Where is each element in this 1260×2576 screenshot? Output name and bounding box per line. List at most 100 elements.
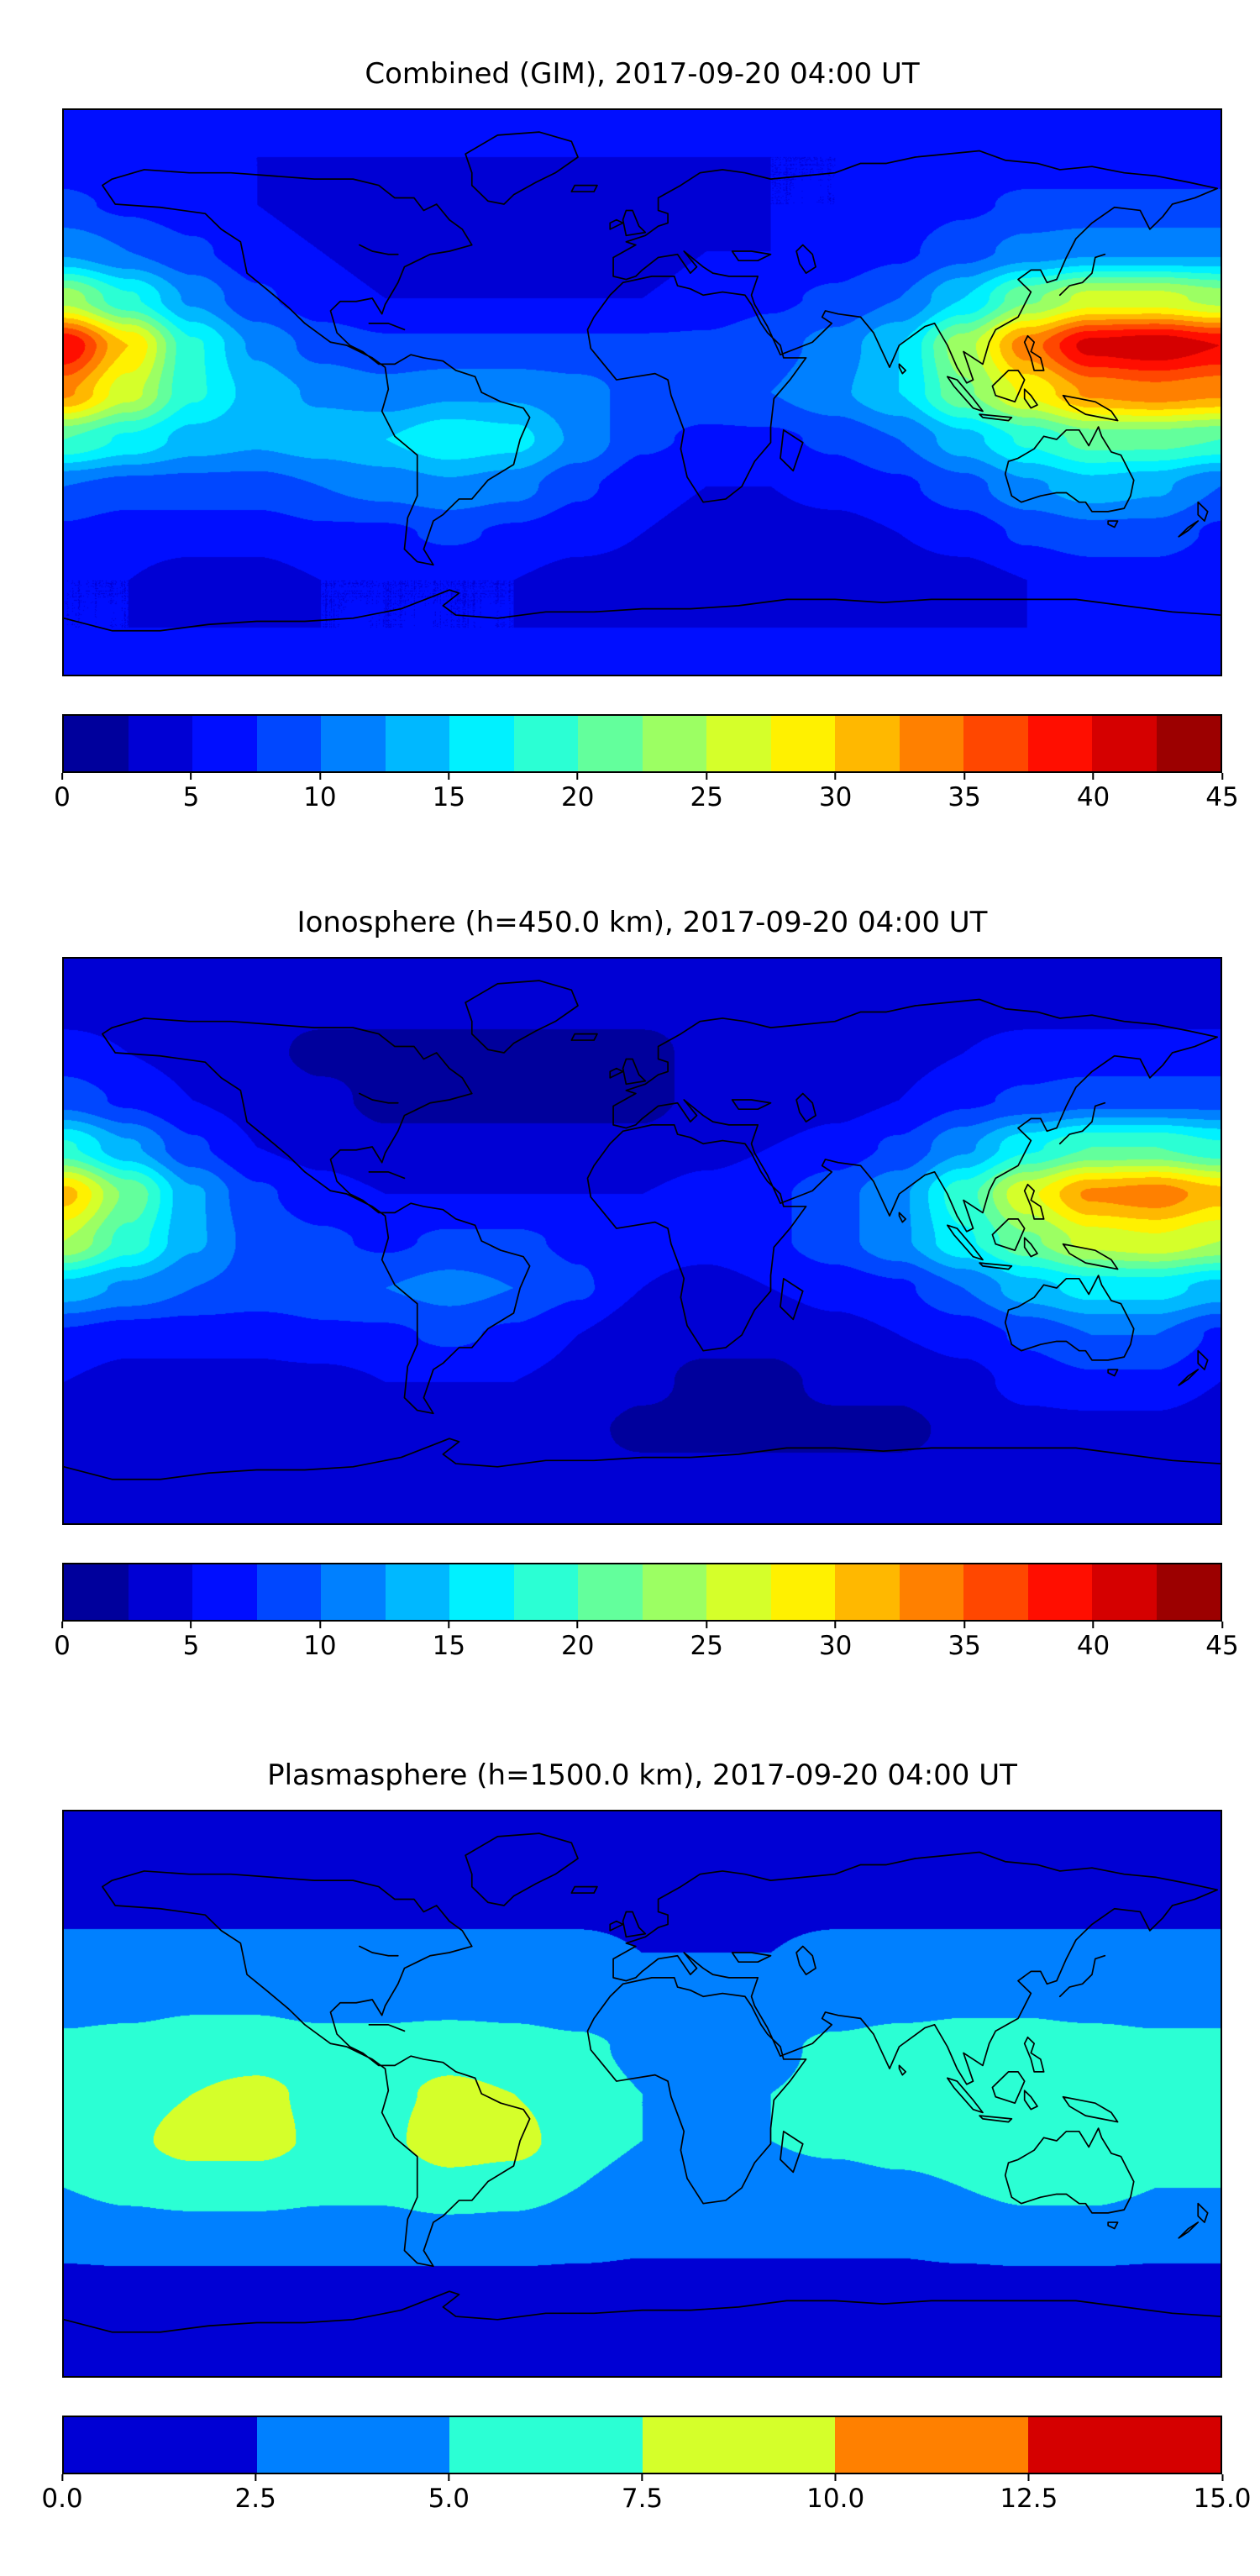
colorbar-tick-mark	[834, 773, 837, 780]
colorbar-tick-label: 5.0	[428, 2484, 470, 2514]
colorbar-tick-label: 30	[818, 1631, 853, 1661]
colorbar-tick: 40	[1077, 773, 1110, 815]
colorbar-tick-label: 0	[54, 782, 71, 812]
colorbar-tick-label: 0	[54, 1631, 71, 1661]
colorbar-tick: 0.0	[41, 2474, 83, 2516]
colorbar-segment	[513, 1564, 578, 1620]
panel-combined-gim: Combined (GIM), 2017-09-20 04:00 UT 0 5 10…	[0, 55, 1260, 820]
colorbar-tick-mark	[834, 2474, 837, 2481]
colorbar-segment	[963, 1564, 1028, 1620]
colorbar-segment	[642, 2417, 835, 2473]
colorbar-tick: 45	[1205, 773, 1239, 815]
colorbar-segment	[256, 716, 321, 771]
colorbar-tick-label: 5	[182, 782, 200, 812]
colorbar-tick-label: 12.5	[1000, 2484, 1058, 2514]
colorbar-tick-mark	[576, 1622, 579, 1628]
colorbar-tick-mark	[61, 2474, 63, 2481]
colorbar-tick: 15	[433, 773, 465, 815]
colorbar-segment	[835, 716, 900, 771]
colorbar-segment	[1027, 1564, 1092, 1620]
colorbar-tick: 5	[182, 773, 200, 815]
figure-root: { "figure": { "background_color": "#ffff…	[0, 55, 1260, 2576]
colorbar-tick-mark	[576, 773, 579, 780]
colorbar-tick-mark	[1092, 1622, 1095, 1628]
colorbar-segment	[578, 716, 643, 771]
colorbar-tick-mark	[318, 773, 321, 780]
colorbar-segment	[321, 1564, 386, 1620]
colorbar-tick: 15.0	[1193, 2474, 1252, 2516]
colorbar-ticks-3: 0.0 2.5 5.0 7.5 10.0 12.5 15.0	[41, 2474, 1252, 2521]
colorbar-tick: 45	[1205, 1622, 1239, 1664]
colorbar-tick-mark	[60, 1622, 63, 1628]
coastline-path-1	[64, 132, 1221, 631]
colorbar-tick-label: 20	[561, 782, 595, 812]
colorbar-tick: 0	[54, 1622, 71, 1664]
colorbar-tick-label: 45	[1205, 782, 1239, 812]
panel-title-ionosphere: Ionosphere (h=450.0 km), 2017-09-20 04:0…	[297, 906, 988, 939]
colorbar-tick-mark	[706, 1622, 708, 1628]
colorbar-tick: 7.5	[622, 2474, 663, 2516]
colorbar-ticks-2: 0 5 10 15 20 25 30 35 40 45	[54, 1622, 1239, 1669]
colorbar-tick-label: 10	[303, 1631, 337, 1661]
colorbar-segment	[64, 716, 129, 771]
panel-title-plasmasphere: Plasmasphere (h=1500.0 km), 2017-09-20 0…	[267, 1759, 1017, 1792]
colorbar-segment	[449, 1564, 514, 1620]
colorbar-tick-mark	[448, 1622, 450, 1628]
colorbar-segment	[1092, 1564, 1157, 1620]
colorbar-tick-label: 10.0	[806, 2484, 865, 2514]
colorbar-tick-label: 0.0	[41, 2484, 83, 2514]
colorbar-segment	[513, 716, 578, 771]
colorbar-tick: 15	[433, 1622, 465, 1664]
colorbar-tick-mark	[1027, 2474, 1030, 2481]
colorbar-ticks-1: 0 5 10 15 20 25 30 35 40 45	[54, 773, 1239, 820]
colorbar-tick-mark	[255, 2474, 257, 2481]
colorbar-tick-mark	[706, 773, 708, 780]
colorbar-tick-mark	[190, 1622, 192, 1628]
colorbar-tick-mark	[1221, 773, 1223, 780]
colorbar-segment	[706, 1564, 771, 1620]
colorbar-tick: 10	[303, 1622, 337, 1664]
colorbar-tick-mark	[448, 773, 450, 780]
coastline-path-2	[64, 980, 1221, 1480]
map-plasmasphere	[62, 1810, 1222, 2378]
colorbar-tick: 0	[54, 773, 71, 815]
colorbar-tick-label: 45	[1205, 1631, 1239, 1661]
colorbar-tick: 2.5	[235, 2474, 276, 2516]
colorbar-tick-mark	[1092, 773, 1095, 780]
colorbar-tick-mark	[1221, 1622, 1223, 1628]
panel-title-combined: Combined (GIM), 2017-09-20 04:00 UT	[365, 57, 920, 91]
colorbar-tick: 20	[561, 1622, 594, 1664]
colorbar-tick-label: 5	[182, 1631, 200, 1661]
colorbar-segment	[128, 716, 192, 771]
colorbar-tick-mark	[448, 2474, 450, 2481]
colorbar-segment	[835, 1564, 900, 1620]
colorbar-tick-mark	[318, 1622, 321, 1628]
colorbar-tick-mark	[963, 1622, 966, 1628]
colorbar-tick-mark	[834, 1622, 837, 1628]
colorbar-tick-label: 7.5	[621, 2484, 664, 2514]
colorbar-tick: 30	[819, 773, 852, 815]
colorbar-tick-mark	[1221, 2474, 1223, 2481]
colorbar-3	[62, 2416, 1222, 2474]
colorbar-1	[62, 714, 1222, 773]
colorbar-segment	[642, 716, 706, 771]
colorbar-tick-label: 40	[1076, 1631, 1110, 1661]
colorbar-segment	[899, 1564, 963, 1620]
colorbar-segment	[385, 716, 449, 771]
colorbar-tick: 12.5	[1000, 2474, 1058, 2516]
colorbar-segment	[256, 2417, 449, 2473]
colorbar-tick: 5	[182, 1622, 200, 1664]
colorbar-tick: 10	[303, 773, 337, 815]
colorbar-segment	[963, 716, 1028, 771]
colorbar-tick-label: 25	[690, 782, 723, 812]
colorbar-segment	[192, 1564, 257, 1620]
colorbar-2	[62, 1563, 1222, 1622]
colorbar-segment	[642, 1564, 706, 1620]
colorbar-tick-mark	[963, 773, 966, 780]
colorbar-tick: 35	[948, 773, 981, 815]
colorbar-tick-label: 40	[1076, 782, 1110, 812]
colorbar-tick: 30	[819, 1622, 852, 1664]
colorbar-tick: 25	[690, 1622, 723, 1664]
colorbar-wrap-3: 0.0 2.5 5.0 7.5 10.0 12.5 15.0	[41, 2416, 1252, 2521]
colorbar-wrap-2: 0 5 10 15 20 25 30 35 40 45	[54, 1563, 1239, 1669]
